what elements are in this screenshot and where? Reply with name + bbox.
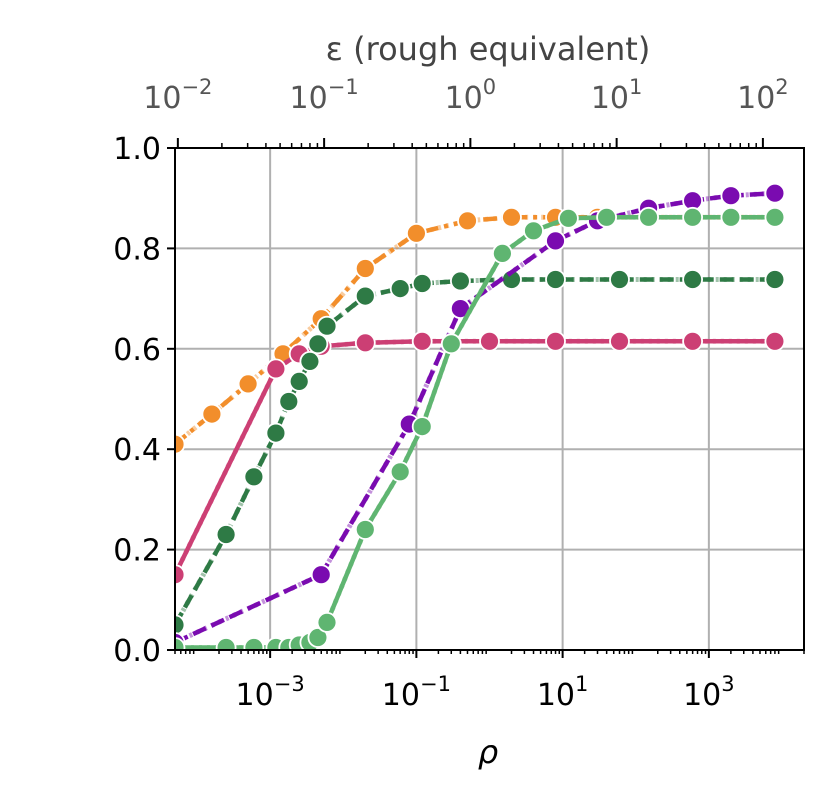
data-point [288, 370, 310, 392]
data-point [175, 564, 186, 586]
top-x-axis-label: ε (rough equivalent) [326, 30, 651, 68]
series-0 [175, 206, 786, 455]
top-tick-label: 100 [445, 75, 497, 116]
y-tick-label: 1.0 [113, 132, 161, 167]
series-1 [175, 330, 786, 586]
data-point [479, 330, 500, 352]
series-shadow-line [175, 214, 775, 447]
data-point [764, 182, 786, 204]
data-point [265, 422, 287, 444]
data-point [501, 206, 522, 228]
data-point [175, 614, 186, 636]
data-point [237, 373, 259, 395]
series-3 [175, 182, 786, 650]
data-point [278, 391, 300, 412]
y-tick-label: 0.0 [113, 634, 161, 669]
data-point [354, 285, 376, 307]
data-point [545, 269, 566, 290]
x-tick-label: 103 [683, 672, 735, 713]
x-axis-label: ρ [478, 733, 498, 771]
y-tick-label: 0.6 [113, 333, 161, 368]
data-point [638, 206, 659, 228]
plot-frame [174, 147, 805, 651]
data-point [299, 350, 321, 372]
data-point [764, 269, 786, 290]
data-point [440, 333, 462, 355]
series-4 [175, 206, 786, 650]
top-tick-label: 10−1 [290, 75, 359, 116]
data-point [389, 461, 411, 483]
data-point [545, 230, 566, 252]
data-point [523, 220, 544, 242]
data-point [764, 330, 786, 352]
data-point [558, 207, 579, 229]
data-point [307, 333, 329, 355]
data-point [596, 206, 617, 228]
data-point [243, 637, 265, 650]
top-tick-label: 101 [591, 75, 643, 116]
data-point [354, 258, 376, 279]
y-tick-label: 0.4 [113, 433, 161, 468]
x-tick-label: 10−3 [236, 672, 305, 713]
axes: 10−3 10−1 101 103 0.0 0.2 0.4 0.6 0.8 1.0 10−2 10−1… [113, 75, 805, 713]
data-point [175, 637, 186, 650]
data-point [764, 206, 786, 228]
data-point [354, 519, 376, 540]
data-point [411, 416, 433, 438]
top-tick-label: 10−2 [143, 75, 212, 116]
data-point [411, 330, 433, 352]
data-point [545, 330, 566, 352]
data-point [720, 206, 742, 228]
x-tick-label: 10−1 [382, 672, 451, 713]
series-shadow-line [175, 277, 775, 627]
data-point [449, 270, 471, 292]
series-line [175, 215, 775, 446]
data-point [215, 524, 237, 545]
data-point [316, 612, 338, 633]
y-tick-label: 0.8 [113, 232, 161, 267]
data-point [215, 637, 237, 650]
top-tick-label: 102 [737, 75, 789, 116]
series-2 [175, 269, 786, 636]
data-point [682, 330, 703, 352]
x-tick-label: 101 [537, 672, 589, 713]
grid [175, 147, 804, 651]
data-point [609, 330, 630, 352]
data-point [316, 315, 338, 337]
data-point [491, 242, 513, 264]
data-point [682, 206, 703, 228]
y-tick-label: 0.2 [113, 534, 161, 569]
data-point [354, 332, 376, 354]
series-shadow-line [175, 190, 776, 645]
data-point [310, 564, 332, 586]
data-point [411, 273, 433, 294]
data-point [201, 403, 223, 425]
data-point [609, 269, 630, 290]
data-point [720, 185, 742, 207]
data-point [175, 433, 186, 455]
series-line [175, 190, 776, 645]
data-point [405, 222, 427, 244]
data-point [389, 278, 411, 300]
series-layer [175, 182, 786, 650]
data-point [457, 210, 478, 232]
data-point [307, 627, 329, 648]
data-point [682, 269, 703, 290]
data-point [265, 358, 287, 380]
data-point [243, 466, 265, 488]
